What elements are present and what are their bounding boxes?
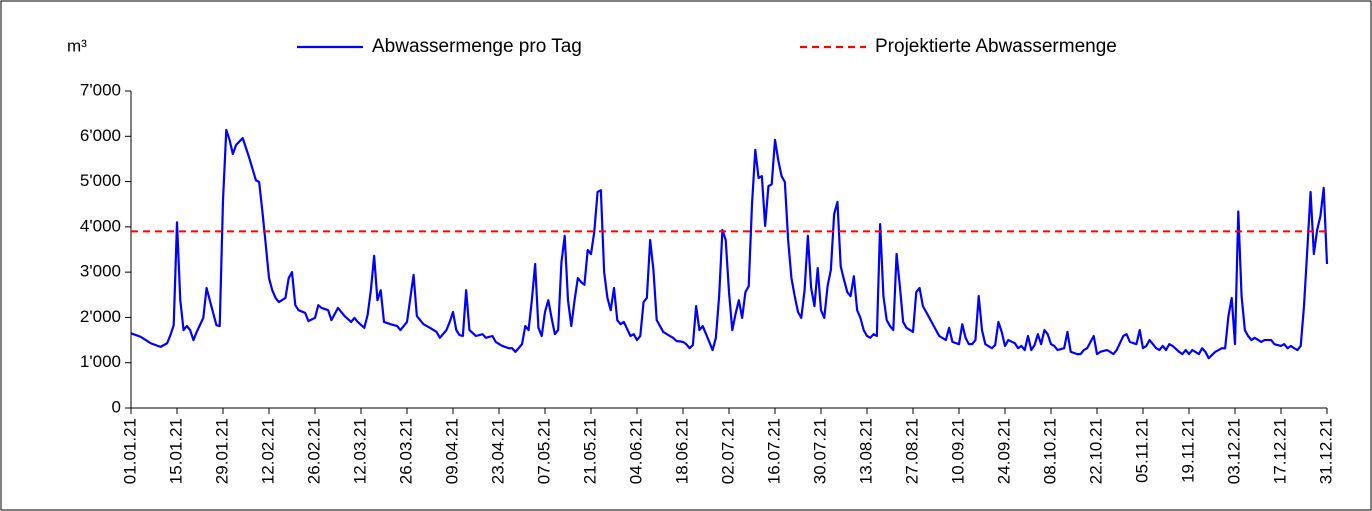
x-tick-label: 29.01.21 [212, 418, 231, 484]
x-tick-label: 18.06.21 [672, 418, 691, 484]
y-tick-label: 7'000 [80, 80, 121, 99]
x-tick-label: 30.07.21 [810, 418, 829, 484]
x-tick-label: 26.02.21 [304, 418, 323, 484]
x-tick-label: 09.04.21 [442, 418, 461, 484]
data-line [130, 128, 1329, 360]
y-tick-label: 1'000 [80, 352, 121, 371]
x-tick-label: 10.09.21 [948, 418, 967, 484]
y-tick-label: 5'000 [80, 171, 121, 190]
x-tick-label: 04.06.21 [626, 418, 645, 484]
y-tick-label: 2'000 [80, 307, 121, 326]
y-tick-label: 3'000 [80, 262, 121, 281]
x-tick-label: 27.08.21 [902, 418, 921, 484]
x-tick-label: 19.11.21 [1178, 418, 1197, 483]
x-tick-label: 16.07.21 [764, 418, 783, 484]
x-tick-label: 03.12.21 [1224, 418, 1243, 484]
y-axis-label: m³ [67, 36, 87, 55]
x-tick-label: 22.10.21 [1086, 418, 1105, 484]
x-tick-label: 31.12.21 [1316, 418, 1335, 484]
y-tick-label: 4'000 [80, 216, 121, 235]
x-tick-label: 17.12.21 [1270, 418, 1289, 484]
y-tick-label: 0 [112, 397, 121, 416]
y-tick-label: 6'000 [80, 126, 121, 145]
x-tick-label: 12.03.21 [350, 418, 369, 484]
x-tick-label: 13.08.21 [856, 418, 875, 484]
x-tick-label: 05.11.21 [1132, 418, 1151, 483]
x-tick-label: 12.02.21 [258, 418, 277, 484]
x-tick-label: 02.07.21 [718, 418, 737, 484]
x-tick-label: 01.01.21 [120, 418, 139, 484]
x-tick-label: 15.01.21 [166, 418, 185, 484]
x-tick-label: 07.05.21 [534, 418, 553, 484]
x-tick-label: 21.05.21 [580, 418, 599, 484]
legend-label: Abwassermenge pro Tag [372, 36, 582, 57]
x-tick-label: 26.03.21 [396, 418, 415, 484]
x-tick-label: 24.09.21 [994, 418, 1013, 484]
legend-label: Projektierte Abwassermenge [875, 36, 1117, 57]
x-tick-label: 23.04.21 [488, 418, 507, 484]
x-tick-label: 08.10.21 [1040, 418, 1059, 484]
